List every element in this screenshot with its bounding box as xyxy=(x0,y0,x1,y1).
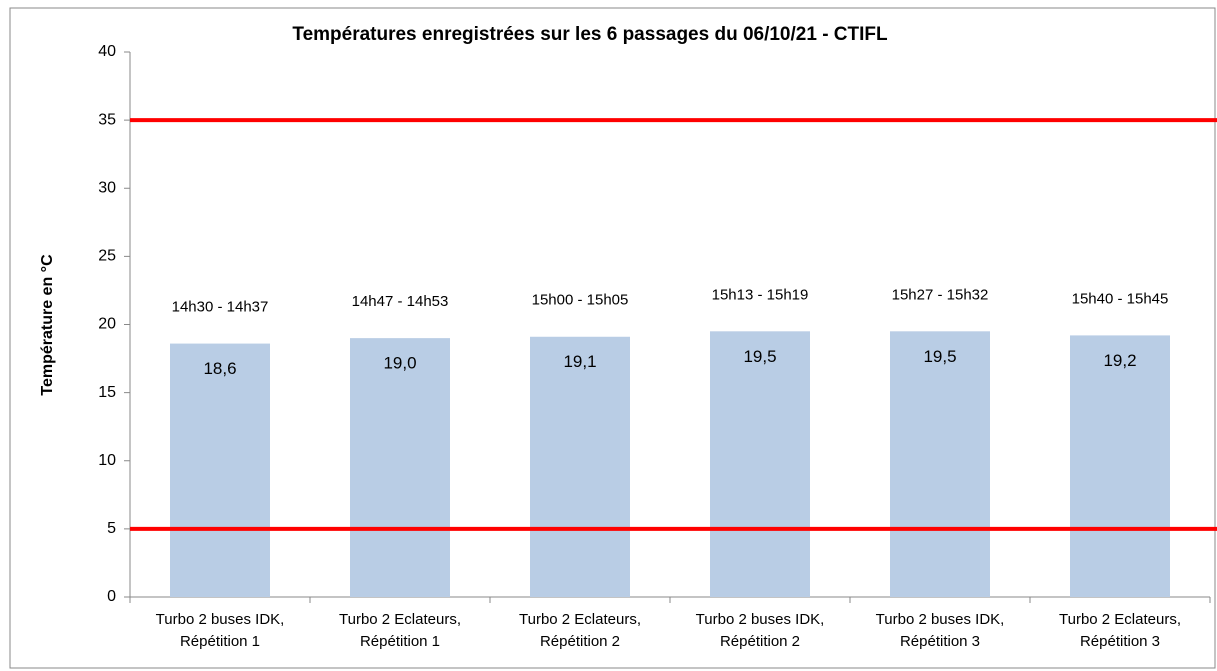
y-tick-label: 0 xyxy=(107,588,116,605)
y-tick-label: 35 xyxy=(98,111,116,128)
time-annotation: 15h27 - 15h32 xyxy=(892,286,989,303)
x-tick-label: Turbo 2 buses IDK, Répétition 1 xyxy=(155,611,285,650)
value-label: 19,0 xyxy=(383,354,416,373)
y-tick-label: 25 xyxy=(98,248,116,265)
bar xyxy=(350,338,450,597)
x-tick-label: Turbo 2 Eclateurs, Répétition 2 xyxy=(519,611,641,650)
chart-title: Températures enregistrées sur les 6 pass… xyxy=(292,24,888,45)
y-tick-label: 30 xyxy=(98,179,116,196)
time-annotation: 14h30 - 14h37 xyxy=(172,299,269,316)
time-annotation: 14h47 - 14h53 xyxy=(352,293,449,310)
value-label: 19,2 xyxy=(1103,351,1136,370)
time-annotation: 15h00 - 15h05 xyxy=(532,292,629,309)
bar xyxy=(530,336,630,597)
x-tick-label: Turbo 2 Eclateurs, Répétition 1 xyxy=(339,611,461,650)
x-tick-label: Turbo 2 buses IDK, Répétition 2 xyxy=(695,611,825,650)
bar xyxy=(1070,335,1170,597)
x-tick-label: Turbo 2 Eclateurs, Répétition 3 xyxy=(1059,611,1181,650)
value-label: 19,5 xyxy=(743,347,776,366)
time-annotation: 15h13 - 15h19 xyxy=(712,286,809,303)
y-tick-label: 5 xyxy=(107,520,116,537)
bar xyxy=(710,331,810,597)
value-label: 19,1 xyxy=(563,352,596,371)
value-label: 18,6 xyxy=(203,359,236,378)
x-tick-label: Turbo 2 buses IDK, Répétition 3 xyxy=(875,611,1005,650)
chart-border xyxy=(9,7,1216,669)
time-annotation: 15h40 - 15h45 xyxy=(1072,290,1169,307)
value-label: 19,5 xyxy=(923,347,956,366)
bar xyxy=(890,331,990,597)
y-tick-label: 10 xyxy=(98,452,116,469)
y-tick-label: 40 xyxy=(98,43,116,60)
bar xyxy=(170,343,270,597)
y-tick-label: 15 xyxy=(98,384,116,401)
y-tick-label: 20 xyxy=(98,316,116,333)
y-axis-title: Température en °C xyxy=(39,254,56,396)
